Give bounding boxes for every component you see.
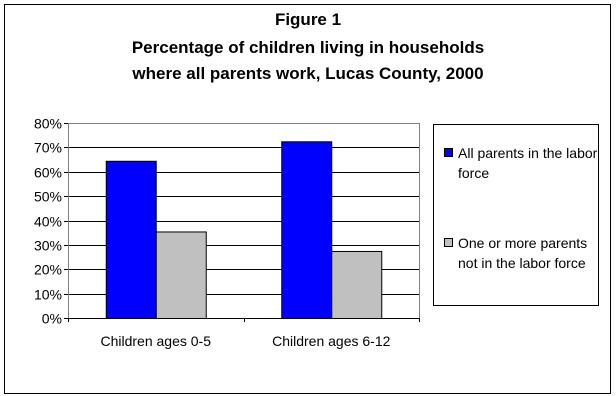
y-tick-label-6: 60% [34,165,62,181]
y-tick-label-1: 10% [34,287,62,303]
y-tick-label-0: 0% [42,311,62,327]
legend-label-all-parents: All parents in the labor force [458,145,598,181]
legend-swatch-not-in-labor-force [444,238,453,247]
y-tick-label-4: 40% [34,214,62,230]
y-tick-label-7: 70% [34,140,62,156]
y-tick-label-8: 80% [34,116,62,132]
x-tick-label-1: Children ages 6-12 [272,333,391,349]
bar-all-parents-0 [105,160,157,319]
bar-all-parents-1 [281,141,333,319]
bar-not-in-labor-force-0 [155,231,207,319]
legend: All parents in the labor force One or mo… [433,124,599,306]
legend-swatch-all-parents [444,148,453,157]
chart-title-line-3: where all parents work, Lucas County, 20… [132,64,484,83]
y-tick-label-3: 30% [34,238,62,254]
bar-not-in-labor-force-1 [331,250,383,319]
chart-title-line-2: Percentage of children living in househo… [131,38,485,57]
x-tick-label-0: Children ages 0-5 [100,333,211,349]
chart-title-line-1: Figure 1 [274,10,342,29]
legend-label-not-in-labor-force: One or more parents not in the labor for… [458,235,588,271]
y-tick-label-5: 50% [34,189,62,205]
y-tick-label-2: 20% [34,262,62,278]
